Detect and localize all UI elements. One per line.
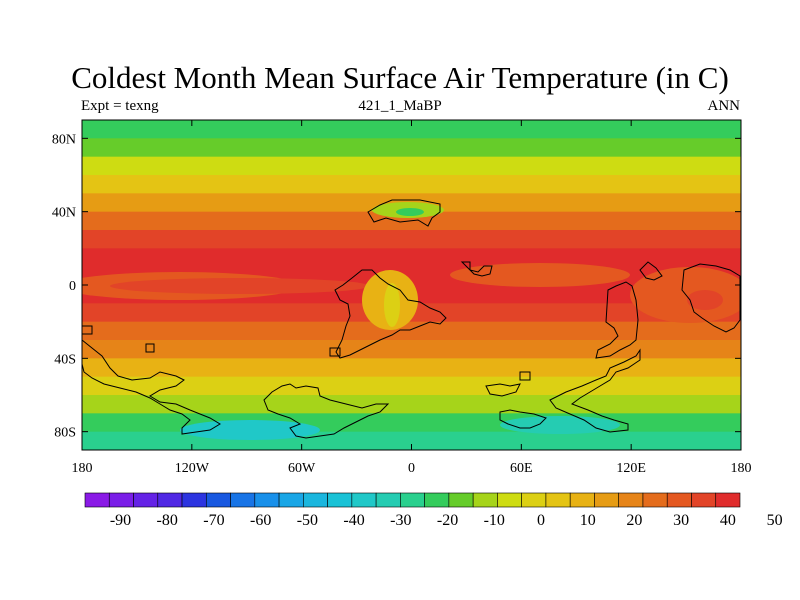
temperature-band	[82, 156, 741, 176]
coastline-island-north	[460, 261, 493, 277]
temperature-band	[82, 120, 741, 139]
colorbar-swatch	[497, 492, 522, 508]
coastline-island-small	[145, 343, 155, 353]
temperature-band	[82, 175, 741, 194]
colorbar-swatch	[205, 492, 231, 508]
x-tick-label: 60E	[510, 461, 533, 476]
colorbar-swatch	[594, 492, 620, 508]
x-tick-label: 0	[408, 461, 415, 476]
colorbar-swatch	[545, 492, 571, 508]
colorbar-swatch	[351, 492, 377, 508]
run-label: 421_1_MaBP	[358, 98, 442, 114]
coastline-islet	[519, 371, 531, 381]
colorbar-swatch	[303, 492, 328, 508]
colorbar-swatch	[400, 492, 425, 508]
colorbar-label: -90	[110, 512, 131, 529]
colorbar-swatch	[448, 492, 474, 508]
colorbar-swatch	[157, 492, 183, 508]
highland-core	[384, 283, 400, 327]
colorbar-label: -60	[250, 512, 271, 529]
colorbar-swatch	[618, 492, 644, 508]
temperature-band	[82, 230, 741, 249]
y-tick-label: 80N	[52, 132, 76, 147]
temperature-anomalies	[82, 202, 741, 440]
colorbar-label: 30	[673, 512, 689, 529]
colorbar-swatch	[327, 492, 353, 508]
coastline-south-continent-west	[263, 383, 390, 439]
colorbar-label: -10	[484, 512, 505, 529]
colorbar-label: -20	[437, 512, 458, 529]
temperature-band	[82, 321, 741, 341]
y-tick-label: 40N	[52, 206, 76, 221]
colorbar-swatch	[569, 492, 595, 508]
colorbar-swatch	[691, 492, 717, 508]
warm-band-indian	[450, 263, 630, 287]
coastline-island-south	[485, 383, 521, 397]
x-tick-label: 180	[731, 461, 752, 476]
coastline-far-east-continent	[681, 263, 741, 333]
coastline-east-continent	[595, 281, 639, 359]
coastline-south-isle	[499, 409, 547, 429]
x-axis: 180 120W 60W 0 60E 120E 180	[72, 120, 752, 476]
y-tick-label: 0	[69, 279, 76, 294]
colorbar-swatch	[715, 492, 741, 508]
colorbar-swatch	[278, 492, 304, 508]
y-tick-label: 80S	[54, 426, 76, 441]
colorbar-label: -30	[390, 512, 411, 529]
colorbar-label: -40	[343, 512, 364, 529]
colorbar-label: -70	[203, 512, 224, 529]
colorbar-swatch	[666, 492, 692, 508]
coastlines	[82, 199, 741, 439]
chart-title: Coldest Month Mean Surface Air Temperatu…	[71, 60, 729, 95]
colorbar-swatch	[254, 492, 280, 508]
colorbar-label: -80	[157, 512, 178, 529]
colorbar-swatch	[84, 492, 110, 508]
polar-cold-patch-east	[500, 416, 620, 434]
coastline-island-central	[329, 347, 341, 357]
colorbar-label: 0	[537, 512, 545, 529]
x-tick-label: 60W	[288, 461, 316, 476]
colorbar-swatch	[424, 492, 450, 508]
coastline-north-continent	[367, 199, 441, 227]
colorbar-label: 50	[767, 512, 783, 529]
y-tick-label: 40S	[54, 352, 76, 367]
experiment-label: Expt = texng	[81, 98, 159, 114]
temperature-band	[82, 138, 741, 158]
colorbar-label: 10	[580, 512, 596, 529]
warm-core-pacific-west	[110, 278, 370, 294]
coastline-southwest-continent	[82, 339, 221, 435]
colorbar-label: 20	[626, 512, 642, 529]
y-axis: 80N 40N 0 40S 80S	[52, 132, 741, 441]
x-tick-label: 120E	[616, 461, 646, 476]
map-plot-area	[82, 120, 741, 450]
colorbar-swatch	[375, 492, 401, 508]
colorbar-swatch	[181, 492, 207, 508]
temperature-band	[82, 376, 741, 396]
colorbar-swatch	[521, 492, 547, 508]
colorbar-label: 40	[720, 512, 736, 529]
period-label: ANN	[707, 98, 741, 114]
plateau-core	[396, 208, 424, 216]
colorbar: -90 -80 -70 -60 -50 -40 -30 -20 -10 0 10 20 30 40 50	[84, 492, 783, 529]
colorbar-swatch	[472, 492, 498, 508]
colorbar-swatch	[133, 492, 159, 508]
coastline-southeast-continent	[549, 348, 641, 433]
colorbar-label: -50	[297, 512, 318, 529]
temperature-band	[82, 340, 741, 359]
colorbar-swatch	[108, 492, 134, 508]
temperature-band	[82, 395, 741, 414]
x-tick-label: 120W	[175, 461, 210, 476]
coastline-central-continent	[334, 269, 447, 359]
warm-core-pacific-east	[687, 290, 723, 310]
polar-cold-patch-west	[180, 420, 320, 440]
colorbar-swatch	[642, 492, 668, 508]
coastline-island-east	[639, 261, 663, 281]
temperature-band	[82, 248, 741, 268]
colorbar-swatch	[230, 492, 256, 508]
temperature-band	[82, 358, 741, 378]
x-tick-label: 180	[72, 461, 93, 476]
coastline-island-west	[82, 325, 93, 335]
